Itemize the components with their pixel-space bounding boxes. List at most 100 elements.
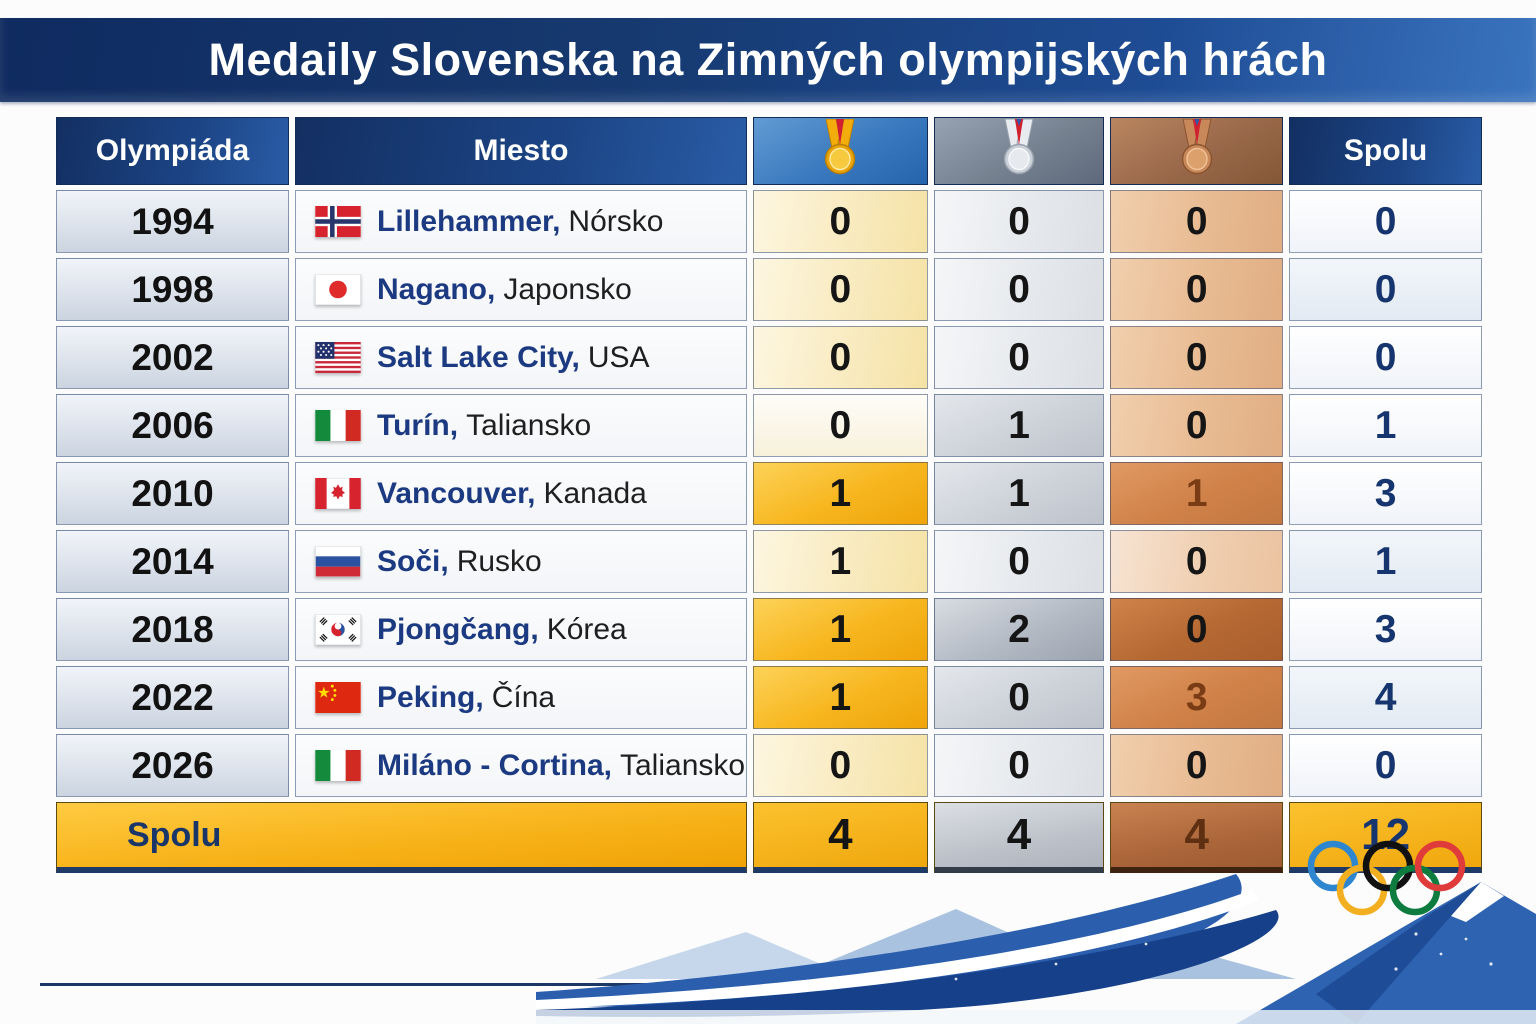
gold-medal-icon [825, 118, 856, 175]
table-row-2026: 2026 Miláno - Cortina, Taliansko 0 0 0 0 [56, 734, 1482, 797]
gold-count: 0 [752, 326, 928, 389]
city-label: Turín, [377, 408, 459, 442]
table-row-2002: 2002 Salt Lake City, USA 0 0 0 0 [56, 326, 1482, 389]
totals-bronze: 4 [1110, 802, 1284, 873]
flag-japan-icon [315, 274, 361, 305]
country-label: Rusko [456, 544, 542, 578]
silver-medal-icon [1003, 118, 1035, 175]
silver-count: 1 [933, 462, 1105, 525]
place-cell: Miláno - Cortina, Taliansko [295, 734, 747, 797]
bronze-count: 0 [1110, 734, 1284, 797]
year-cell: 2010 [56, 462, 289, 525]
title-bar: Medaily Slovenska na Zimných olympijskýc… [0, 18, 1536, 102]
header-place: Miesto [295, 117, 747, 185]
table-row-1994: 1994 Lillehammer, Nórsko 0 0 0 0 [56, 190, 1482, 253]
silver-count: 0 [933, 258, 1105, 321]
bronze-count: 0 [1110, 394, 1284, 457]
header-gold [752, 117, 928, 185]
mountains-decoration [536, 874, 1536, 1024]
totals-gold: 4 [752, 802, 928, 873]
year-cell: 2022 [56, 666, 289, 729]
country-label: Japonsko [503, 272, 632, 306]
year-cell: 2018 [56, 598, 289, 661]
totals-row: Spolu 4 4 4 12 [56, 802, 1482, 873]
bronze-count: 3 [1110, 666, 1284, 729]
country-label: Kanada [543, 476, 647, 510]
total-count: 3 [1289, 598, 1482, 661]
flag-south-korea-icon [315, 614, 361, 645]
gold-count: 1 [752, 462, 928, 525]
total-count: 4 [1289, 666, 1482, 729]
bronze-medal-icon [1181, 118, 1213, 175]
table-row-2014: 2014 Soči, Rusko 1 0 0 1 [56, 530, 1482, 593]
place-cell: Salt Lake City, USA [295, 326, 747, 389]
flag-norway-icon [315, 206, 361, 237]
gold-count: 0 [752, 394, 928, 457]
year-cell: 2014 [56, 530, 289, 593]
flag-italy-icon [315, 750, 361, 781]
totals-silver: 4 [933, 802, 1105, 873]
table-row-2010: 2010 Vancouver, Kanada 1 1 1 3 [56, 462, 1482, 525]
year-cell: 2026 [56, 734, 289, 797]
country-label: Kórea [546, 612, 627, 646]
table-row-2006: 2006 Turín, Taliansko 0 1 0 1 [56, 394, 1482, 457]
city-label: Salt Lake City, [377, 340, 580, 374]
place-cell: Nagano, Japonsko [295, 258, 747, 321]
bronze-count: 0 [1110, 258, 1284, 321]
gold-count: 1 [752, 530, 928, 593]
year-cell: 1994 [56, 190, 289, 253]
table-row-1998: 1998 Nagano, Japonsko 0 0 0 0 [56, 258, 1482, 321]
flag-usa-icon [315, 342, 361, 373]
silver-count: 0 [933, 190, 1105, 253]
total-count: 1 [1289, 394, 1482, 457]
bottom-divider-line [40, 983, 990, 986]
silver-count: 2 [933, 598, 1105, 661]
bronze-count: 0 [1110, 326, 1284, 389]
place-cell: Pjongčang, Kórea [295, 598, 747, 661]
header-row: Olympiáda Miesto [56, 117, 1482, 185]
city-label: Vancouver, [377, 476, 536, 510]
country-label: Čína [491, 680, 556, 714]
table-row-2022: 2022 Peking, Čína 1 0 3 4 [56, 666, 1482, 729]
silver-count: 1 [933, 394, 1105, 457]
bronze-count: 0 [1110, 598, 1284, 661]
city-label: Soči, [377, 544, 449, 578]
olympic-rings-icon [1307, 840, 1466, 916]
year-cell: 2002 [56, 326, 289, 389]
place-cell: Lillehammer, Nórsko [295, 190, 747, 253]
country-label: Taliansko [620, 748, 746, 782]
bronze-count: 0 [1110, 190, 1284, 253]
place-cell: Vancouver, Kanada [295, 462, 747, 525]
flag-canada-icon [315, 478, 361, 509]
flag-italy-icon [315, 410, 361, 441]
total-count: 1 [1289, 530, 1482, 593]
total-count: 3 [1289, 462, 1482, 525]
country-label: Nórsko [568, 204, 664, 238]
header-silver [933, 117, 1105, 185]
city-label: Lillehammer, [377, 204, 561, 238]
country-label: Taliansko [466, 408, 592, 442]
header-bronze [1110, 117, 1284, 185]
place-cell: Peking, Čína [295, 666, 747, 729]
table-row-2018: 2018 Pjongčang, Kórea 1 2 0 [56, 598, 1482, 661]
place-cell: Turín, Taliansko [295, 394, 747, 457]
bronze-count: 1 [1110, 462, 1284, 525]
gold-count: 0 [752, 190, 928, 253]
city-label: Miláno - Cortina, [377, 748, 612, 782]
year-cell: 1998 [56, 258, 289, 321]
totals-total: 12 [1289, 802, 1482, 873]
gold-count: 0 [752, 258, 928, 321]
bronze-count: 0 [1110, 530, 1284, 593]
city-label: Peking, [377, 680, 484, 714]
medals-table: Olympiáda Miesto [50, 112, 1488, 878]
header-total: Spolu [1289, 117, 1482, 185]
medals-table-wrap: Olympiáda Miesto [50, 112, 1488, 878]
gold-count: 0 [752, 734, 928, 797]
city-label: Nagano, [377, 272, 496, 306]
total-count: 0 [1289, 326, 1482, 389]
gold-count: 1 [752, 598, 928, 661]
header-olympiad: Olympiáda [56, 117, 289, 185]
flag-china-icon [315, 682, 361, 713]
silver-count: 0 [933, 530, 1105, 593]
